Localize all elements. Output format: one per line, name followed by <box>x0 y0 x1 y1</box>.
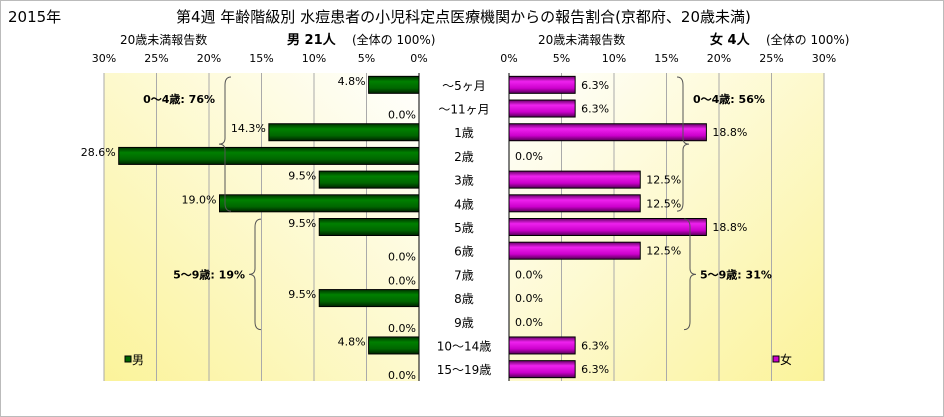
male-header-share: (全体の 100%) <box>352 32 436 47</box>
male-value-label: 28.6% <box>81 146 116 159</box>
female-value-label: 12.5% <box>646 245 681 258</box>
female-bar <box>508 241 641 260</box>
female-value-label: 18.8% <box>712 221 747 234</box>
male-value-label: 9.5% <box>288 170 316 183</box>
female-header-label: 20歳未満報告数 <box>538 32 625 47</box>
male-bar <box>318 170 420 189</box>
male-bar <box>318 218 420 236</box>
female-group-brace <box>683 218 697 331</box>
male-value-label: 0.0% <box>388 274 416 287</box>
male-value-label: 0.0% <box>388 251 416 264</box>
male-value-label: 0.0% <box>388 109 416 122</box>
x-tick-label-left: 30% <box>92 52 116 65</box>
female-value-label: 0.0% <box>515 268 543 281</box>
x-tick-label-right: 0% <box>500 52 517 65</box>
female-value-label: 6.3% <box>581 79 609 92</box>
male-bar <box>368 336 420 355</box>
female-bar <box>508 123 707 142</box>
x-tick-label-left: 5% <box>358 52 375 65</box>
male-header-count: 男 21人 <box>287 32 337 48</box>
x-tick-label-right: 10% <box>602 52 626 65</box>
male-group-brace <box>218 76 232 212</box>
male-value-label: 4.8% <box>338 75 366 88</box>
category-label: 6歳 <box>454 245 474 259</box>
category-label: 1歳 <box>454 126 474 140</box>
male-bar <box>118 146 420 165</box>
female-bar <box>508 75 576 94</box>
male-value-label: 0.0% <box>388 322 416 335</box>
x-tick-label-left: 0% <box>410 52 427 65</box>
year-label: 2015年 <box>8 8 61 26</box>
female-header-share: (全体の 100%) <box>766 32 850 47</box>
female-bar <box>508 170 641 189</box>
female-value-label: 0.0% <box>515 150 543 163</box>
female-bar <box>508 99 576 118</box>
male-value-label: 9.5% <box>288 217 316 230</box>
female-value-label: 6.3% <box>581 339 609 352</box>
x-tick-label-right: 15% <box>654 52 678 65</box>
male-group-label: 0～4歳: 76% <box>143 92 215 106</box>
female-group-brace <box>676 76 690 212</box>
category-label: 7歳 <box>454 268 474 282</box>
female-value-label: 0.0% <box>515 292 543 305</box>
x-tick-label-right: 5% <box>553 52 570 65</box>
female-value-label: 6.3% <box>581 103 609 116</box>
female-value-label: 6.3% <box>581 363 609 376</box>
x-tick-label-left: 15% <box>249 52 273 65</box>
category-label: 15～19歳 <box>437 363 492 377</box>
category-label: ～11ヶ月 <box>438 103 489 117</box>
x-tick-label-left: 10% <box>302 52 326 65</box>
female-value-label: 0.0% <box>515 316 543 329</box>
female-header-count: 女 4人 <box>710 32 751 48</box>
x-tick-label-right: 30% <box>812 52 836 65</box>
female-group-label: 0～4歳: 56% <box>693 92 765 106</box>
x-tick-label-left: 20% <box>197 52 221 65</box>
x-tick-label-left: 25% <box>144 52 168 65</box>
male-bar <box>268 123 420 142</box>
male-value-label: 19.0% <box>182 193 217 206</box>
female-value-label: 12.5% <box>646 174 681 187</box>
legend-male-swatch <box>124 355 132 363</box>
male-group-brace <box>248 218 262 331</box>
category-label: 4歳 <box>454 197 474 211</box>
female-bar <box>508 218 707 236</box>
category-label: 8歳 <box>454 292 474 306</box>
female-bar <box>508 194 641 213</box>
legend-female-swatch <box>772 355 780 363</box>
female-value-label: 18.8% <box>712 126 747 139</box>
male-bar <box>318 289 420 308</box>
legend-male-label: 男 <box>132 353 144 367</box>
male-value-label: 9.5% <box>288 288 316 301</box>
female-bar <box>508 336 576 355</box>
x-tick-label-right: 20% <box>707 52 731 65</box>
category-label: 3歳 <box>454 174 474 188</box>
male-value-label: 0.0% <box>388 369 416 382</box>
chart-title: 第4週 年齢階級別 水痘患者の小児科定点医療機関からの報告割合(京都府、20歳未… <box>176 8 751 26</box>
male-bar <box>219 194 420 213</box>
male-group-label: 5～9歳: 19% <box>173 267 245 281</box>
female-bar <box>508 360 576 379</box>
male-value-label: 4.8% <box>338 335 366 348</box>
female-group-label: 5～9歳: 31% <box>700 267 772 281</box>
male-bar <box>368 75 420 94</box>
category-label: ～5ヶ月 <box>442 79 486 93</box>
x-tick-label-right: 25% <box>759 52 783 65</box>
category-label: 5歳 <box>454 221 474 235</box>
category-label: 10～14歳 <box>437 339 492 353</box>
category-label: 9歳 <box>454 316 474 330</box>
legend-female-label: 女 <box>780 352 792 367</box>
male-header-label: 20歳未満報告数 <box>120 32 207 47</box>
female-value-label: 12.5% <box>646 197 681 210</box>
category-label: 2歳 <box>454 150 474 164</box>
male-value-label: 14.3% <box>231 122 266 135</box>
